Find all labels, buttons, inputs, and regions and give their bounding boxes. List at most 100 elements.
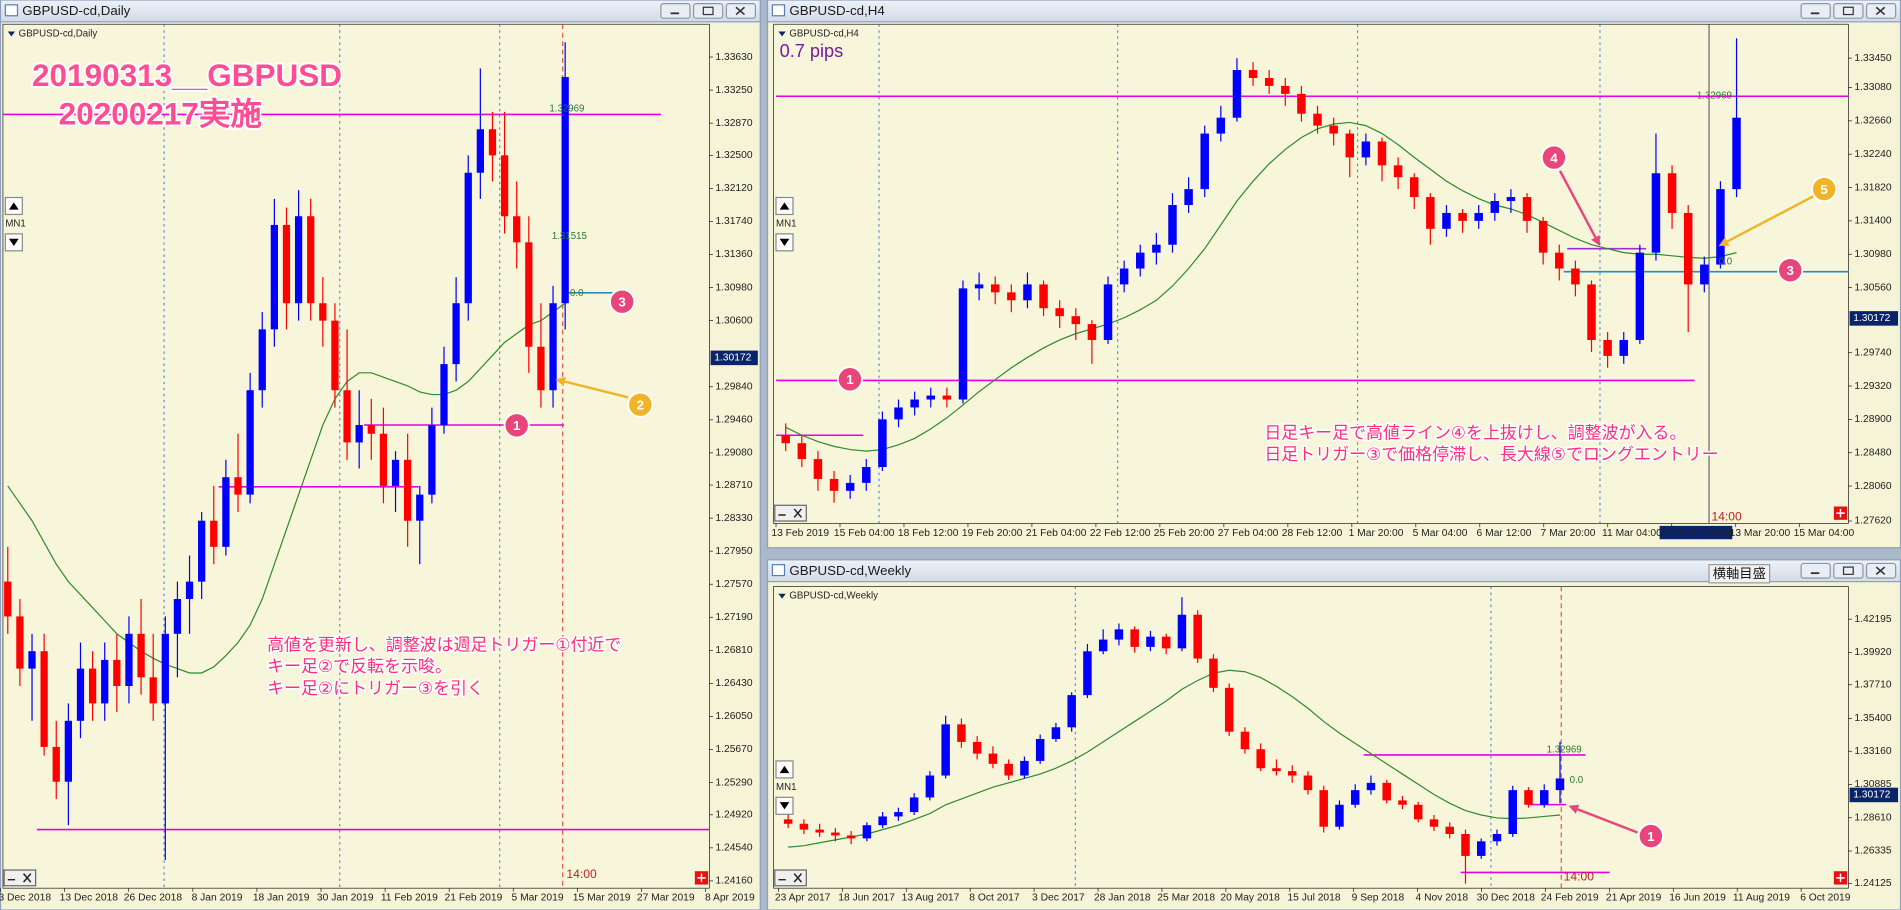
- arrow: [1558, 170, 1597, 238]
- candle-body: [1103, 284, 1113, 340]
- icon: [779, 802, 790, 810]
- candle-body: [1398, 800, 1407, 805]
- candle-body: [1335, 804, 1344, 827]
- candle-body: [813, 459, 823, 479]
- x-tick-label: 8 Oct 2017: [969, 893, 1020, 904]
- marker: [1811, 176, 1838, 203]
- candle-body: [1240, 731, 1250, 750]
- y-tick-label: 1.26430: [715, 678, 752, 689]
- y-tick-label: 1.24160: [715, 876, 752, 887]
- y-tick-label: 1.31820: [1854, 182, 1891, 193]
- candle-body: [1168, 205, 1177, 245]
- candle-body: [282, 224, 291, 304]
- marker-label: 3: [1787, 263, 1794, 278]
- x-tick-label: 30 Dec 2018: [1477, 893, 1536, 904]
- icon: [8, 202, 19, 210]
- scale-button[interactable]: [1708, 564, 1771, 584]
- window-max-button[interactable]: [693, 3, 724, 19]
- x-tick-label: 23 Apr 2017: [775, 893, 831, 904]
- candle-body: [1136, 252, 1145, 269]
- date-highlight: [1659, 525, 1733, 540]
- x-tick-label: 13 Aug 2017: [902, 893, 960, 904]
- marker: [1777, 257, 1804, 284]
- candle-body: [1571, 268, 1580, 285]
- time-label: 14:00: [1711, 510, 1742, 524]
- candle-body: [1039, 284, 1048, 309]
- window-min-button[interactable]: [1800, 3, 1831, 19]
- candle-body: [16, 616, 24, 669]
- marker-label: 2: [637, 397, 644, 412]
- y-tick-label: 1.42195: [1854, 614, 1891, 625]
- candle-body: [1732, 117, 1741, 190]
- toolbar-icons[interactable]: [3, 869, 37, 887]
- window-max-button[interactable]: [1833, 3, 1864, 19]
- icon: [779, 765, 790, 774]
- window-title: GBPUSD-cd,H4: [789, 3, 885, 18]
- candle-body: [988, 753, 998, 764]
- fib-label: 1.32969: [549, 104, 584, 115]
- candle-body: [367, 425, 375, 434]
- icon: [778, 508, 803, 518]
- y-tick-label: 1.33080: [1854, 82, 1891, 93]
- candle-body: [1700, 264, 1709, 285]
- y-tick-label: 1.24125: [1854, 878, 1891, 889]
- scale-button-label[interactable]: 横軸目盛: [1713, 566, 1766, 581]
- candle-body: [1007, 292, 1016, 301]
- window-max-button[interactable]: [1833, 562, 1864, 579]
- x-tick-label: 1 Mar 20:00: [1349, 528, 1404, 539]
- y-tick-label: 1.27620: [1854, 516, 1891, 527]
- candle-body: [1004, 763, 1013, 776]
- candle-body: [1313, 113, 1322, 126]
- title-bar: [0, 0, 761, 23]
- candle-body: [781, 435, 790, 444]
- y-tick-label: 1.32240: [1854, 149, 1891, 160]
- x-tick-label: 9 Sep 2018: [1352, 893, 1405, 904]
- period-label: MN1: [776, 219, 796, 230]
- toolbar-icons[interactable]: [774, 504, 807, 522]
- candle-body: [909, 797, 919, 813]
- fib-label: 0.0: [570, 288, 584, 299]
- candle-body: [149, 677, 157, 704]
- candle-body: [1361, 141, 1371, 158]
- candle-body: [1071, 316, 1081, 325]
- y-tick-label: 1.25290: [715, 777, 752, 788]
- candle-body: [797, 443, 807, 460]
- window-min-button[interactable]: [1800, 562, 1831, 579]
- candle-body: [815, 829, 824, 833]
- x-tick-label: 8 Jan 2019: [192, 893, 243, 904]
- x-tick-label: 30 Jan 2019: [317, 893, 374, 904]
- marker: [1637, 823, 1664, 850]
- marker: [1540, 144, 1567, 171]
- candle-body: [379, 433, 388, 486]
- y-tick-label: 1.32660: [1854, 116, 1891, 127]
- x-tick-label: 11 Mar 04:00: [1602, 528, 1662, 539]
- y-tick-label: 1.27950: [715, 546, 752, 557]
- current-price-label: 1.30172: [1853, 313, 1890, 324]
- y-tick-label: 1.24540: [715, 843, 752, 854]
- x-tick-label: 15 Feb 04:00: [834, 528, 895, 539]
- candle-body: [428, 425, 436, 495]
- x-tick-label: 6 Mar 12:00: [1477, 528, 1532, 539]
- y-tick-label: 1.28610: [1854, 812, 1891, 823]
- icon: [779, 238, 790, 246]
- candle-body: [234, 477, 242, 495]
- window-icon: [4, 4, 19, 17]
- y-tick-label: 1.28480: [1854, 447, 1891, 458]
- toolbar-icons[interactable]: [774, 869, 807, 887]
- window-icon: [771, 4, 786, 17]
- candle-body: [862, 825, 872, 839]
- candle-body: [1209, 658, 1218, 688]
- candle-body: [1393, 165, 1403, 178]
- x-tick-label: 18 Jun 2017: [838, 893, 895, 904]
- fib-label: 1.32969: [1697, 90, 1732, 101]
- time-label: 14:00: [566, 867, 597, 881]
- x-tick-label: 3 Dec 2017: [1032, 893, 1085, 904]
- window-min-button[interactable]: [660, 3, 691, 19]
- candle-body: [198, 520, 206, 582]
- candle-body: [1683, 212, 1693, 285]
- candle-body: [942, 395, 952, 400]
- x-tick-label: 21 Feb 04:00: [1026, 528, 1087, 539]
- candle-body: [464, 172, 472, 304]
- candle-body: [925, 775, 935, 798]
- candle-body: [1555, 252, 1564, 269]
